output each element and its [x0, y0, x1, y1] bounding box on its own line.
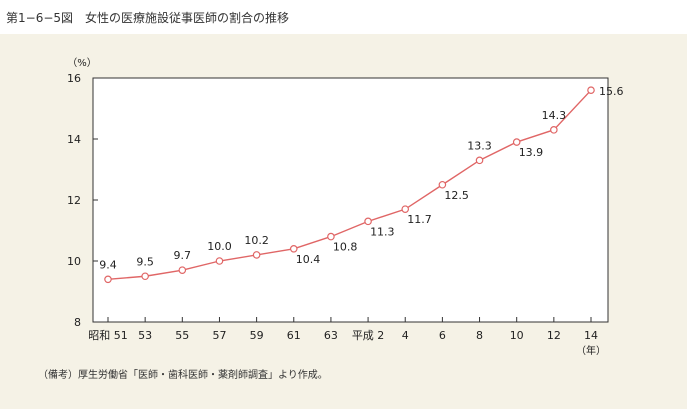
x-tick-label: 14 — [584, 329, 598, 342]
data-point — [438, 180, 447, 189]
data-point — [364, 217, 372, 226]
data-point — [512, 138, 521, 146]
x-tick-label: 57 — [212, 329, 226, 342]
y-tick-label: 12 — [67, 194, 81, 207]
data-label: 12.5 — [444, 189, 469, 202]
series-line — [107, 89, 592, 280]
data-label: 10.4 — [296, 253, 321, 266]
y-tick-label: 10 — [67, 255, 81, 268]
x-tick-label: 63 — [324, 329, 338, 342]
data-label: 9.7 — [174, 249, 192, 262]
x-tick-label: 59 — [250, 329, 264, 342]
x-tick-label: 昭和 51 — [88, 329, 128, 342]
data-point — [327, 232, 335, 241]
source-note: （備考）厚生労働省「医師・歯科医師・薬剤師調査」より作成。 — [38, 370, 328, 381]
plot-area — [92, 77, 609, 323]
x-tick-label: 55 — [175, 329, 189, 342]
data-label: 10.0 — [207, 240, 232, 253]
data-label: 10.8 — [333, 241, 358, 254]
x-axis-label: （年） — [576, 344, 606, 357]
data-label: 11.7 — [407, 213, 432, 226]
data-point — [289, 245, 298, 253]
data-label: 13.3 — [467, 139, 492, 152]
data-label: 10.2 — [244, 234, 269, 247]
x-tick-label: 6 — [439, 329, 446, 342]
data-point — [475, 156, 484, 165]
y-tick-label: 8 — [74, 316, 81, 329]
x-tick-label: 61 — [287, 329, 301, 342]
data-point — [178, 266, 187, 274]
data-point — [215, 257, 224, 265]
x-tick-label: 53 — [138, 329, 152, 342]
y-tick-label: 16 — [67, 72, 81, 85]
x-tick-label: 12 — [547, 329, 561, 342]
data-label: 11.3 — [370, 225, 395, 238]
data-point — [141, 272, 149, 281]
data-label: 14.3 — [542, 109, 567, 122]
x-tick-label: 8 — [476, 329, 483, 342]
data-point — [587, 86, 595, 95]
data-point — [401, 205, 410, 213]
data-point — [104, 275, 112, 284]
x-tick-label: 4 — [402, 329, 409, 342]
y-tick-label: 14 — [67, 133, 81, 146]
data-label: 9.5 — [136, 255, 154, 268]
data-label: 9.4 — [99, 258, 117, 271]
data-label: 13.9 — [519, 146, 544, 159]
x-tick-label: 平成 2 — [352, 329, 385, 342]
data-point — [252, 251, 261, 259]
x-tick-label: 10 — [510, 329, 524, 342]
data-label: 15.6 — [599, 85, 624, 98]
y-axis-label: （%） — [67, 57, 97, 69]
data-point — [550, 126, 558, 134]
title-bar: 第1−6−5図 女性の医療施設従事医師の割合の推移 — [0, 0, 687, 32]
figure-title: 第1−6−5図 女性の医療施設従事医師の割合の推移 — [6, 11, 290, 25]
